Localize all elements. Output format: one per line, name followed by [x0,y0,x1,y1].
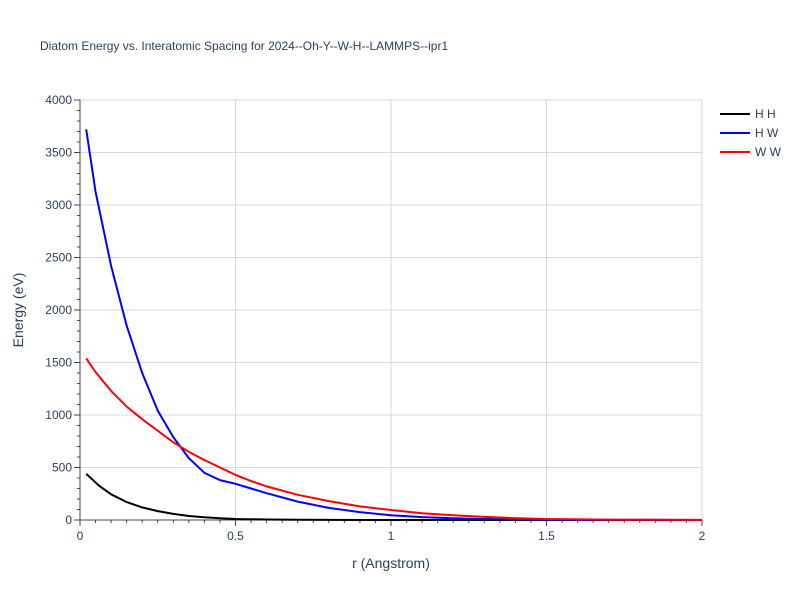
x-tick-label: 2 [699,529,706,543]
series-line-h-h [85,473,702,521]
y-tick-label: 500 [52,461,72,475]
y-axis-title: Energy (eV) [10,273,26,348]
x-tick-label: 1 [388,529,395,543]
x-axis-title: r (Angstrom) [352,555,430,571]
legend-label: H H [755,107,776,121]
legend-item[interactable]: W W [720,145,782,159]
legend-label: H W [755,126,779,140]
x-tick-labels: 0 0.5 1 1.5 2 [77,529,706,543]
legend-label: W W [755,145,782,159]
chart-title: Diatom Energy vs. Interatomic Spacing fo… [40,39,448,53]
y-tick-label: 2000 [45,303,72,317]
y-tick-label: 4000 [45,93,72,107]
y-tick-label: 2500 [45,251,72,265]
series-line-w-w [85,357,703,521]
x-tick-label: 0 [77,529,84,543]
x-tick-label: 0.5 [227,529,244,543]
legend-item[interactable]: H H [720,107,776,121]
legend-item[interactable]: H W [720,126,779,140]
y-tick-label: 3500 [45,146,72,160]
series-layer [85,129,703,521]
series-line-h-w [85,129,703,521]
grid-layer [74,99,703,526]
y-tick-labels: 0 500 1000 1500 2000 2500 3000 3500 4000 [45,93,72,527]
y-tick-label: 1000 [45,408,72,422]
y-tick-label: 0 [65,513,72,527]
y-tick-label: 1500 [45,356,72,370]
y-tick-label: 3000 [45,198,72,212]
legend[interactable]: H H H W W W [720,107,782,159]
x-tick-label: 1.5 [538,529,555,543]
